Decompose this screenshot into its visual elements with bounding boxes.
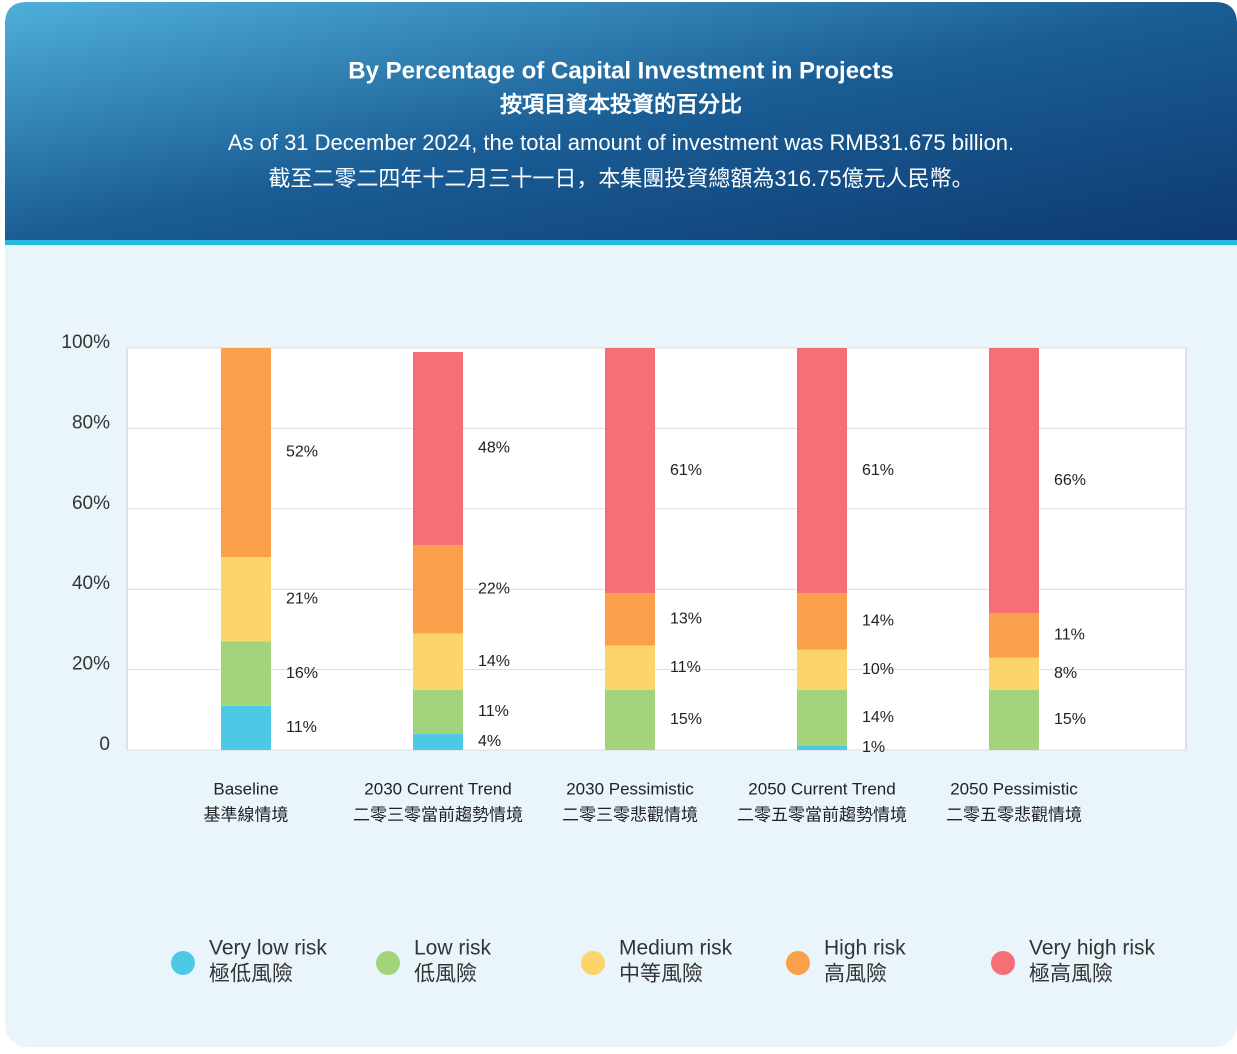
y-tick-label: 80% <box>72 412 110 433</box>
bar-segment <box>413 633 463 689</box>
value-label: 16% <box>286 665 318 682</box>
bar-segment <box>989 348 1039 613</box>
value-label: 22% <box>478 580 510 597</box>
value-label: 11% <box>670 659 701 676</box>
bar-segment <box>797 348 847 593</box>
legend-swatch <box>171 951 195 975</box>
title-zh: 按項目資本投資的百分比 <box>500 92 742 117</box>
value-label: 14% <box>478 653 510 670</box>
value-label: 14% <box>862 709 894 726</box>
legend-label-zh: 低風險 <box>414 963 477 986</box>
legend-swatch <box>991 951 1015 975</box>
legend-swatch <box>581 951 605 975</box>
y-tick-label: 0 <box>99 734 110 755</box>
bar-segment <box>221 706 271 750</box>
x-tick-label-zh: 二零三零悲觀情境 <box>562 805 698 824</box>
legend-swatch <box>376 951 400 975</box>
header-rule <box>5 240 1237 245</box>
bar-segment <box>989 690 1039 750</box>
bar-segment <box>797 746 847 750</box>
value-label: 13% <box>670 611 702 628</box>
legend-label-zh: 高風險 <box>824 963 887 986</box>
value-label: 10% <box>862 661 894 678</box>
bar-segment <box>605 690 655 750</box>
x-tick-label: 2050 Current Trend <box>748 779 895 798</box>
header-band <box>5 2 1237 240</box>
bar-segment <box>221 348 271 557</box>
legend-label: High risk <box>824 937 906 960</box>
chart: By Percentage of Capital Investment in P… <box>0 0 1237 1049</box>
value-label: 11% <box>478 703 509 720</box>
bar-segment <box>413 352 463 545</box>
subtitle-zh: 截至二零二四年十二月三十一日，本集團投資總額為316.75億元人民幣。 <box>268 166 973 191</box>
bar-segment <box>221 641 271 705</box>
x-tick-label: 2050 Pessimistic <box>950 779 1078 798</box>
x-tick-label: 2030 Current Trend <box>364 779 511 798</box>
legend-label-zh: 極低風險 <box>209 963 293 986</box>
value-label: 66% <box>1054 472 1086 489</box>
value-label: 15% <box>670 711 702 728</box>
value-label: 61% <box>670 462 702 479</box>
bar-segment <box>605 645 655 689</box>
bar-segment <box>989 658 1039 690</box>
value-label: 1% <box>862 739 885 756</box>
x-tick-label: 2030 Pessimistic <box>566 779 694 798</box>
bar-segment <box>413 690 463 734</box>
value-label: 14% <box>862 613 894 630</box>
bar-segment <box>797 690 847 746</box>
value-label: 8% <box>1054 665 1077 682</box>
legend-label-zh: 中等風險 <box>619 963 703 986</box>
legend-swatch <box>786 951 810 975</box>
legend-label: Very high risk <box>1029 937 1156 960</box>
value-label: 11% <box>286 719 317 736</box>
bar-segment <box>413 734 463 750</box>
bar-segment <box>605 593 655 645</box>
legend-label-zh: 極高風險 <box>1029 963 1113 986</box>
legend-label: Medium risk <box>619 937 733 960</box>
subtitle: As of 31 December 2024, the total amount… <box>228 130 1014 155</box>
y-tick-label: 60% <box>72 493 110 514</box>
bar-segment <box>797 593 847 649</box>
y-tick-label: 40% <box>72 573 110 594</box>
value-label: 15% <box>1054 711 1086 728</box>
bar-segment <box>605 348 655 593</box>
bar-segment <box>989 613 1039 657</box>
value-label: 21% <box>286 590 318 607</box>
legend-label: Low risk <box>414 937 492 960</box>
bar-segment <box>797 650 847 690</box>
value-label: 4% <box>478 733 501 750</box>
title: By Percentage of Capital Investment in P… <box>348 57 894 84</box>
value-label: 48% <box>478 440 510 457</box>
y-tick-label: 100% <box>61 332 110 353</box>
y-tick-label: 20% <box>72 654 110 675</box>
x-tick-label-zh: 二零五零當前趨勢情境 <box>737 805 907 824</box>
x-tick-label-zh: 二零三零當前趨勢情境 <box>353 805 523 824</box>
value-label: 11% <box>1054 627 1085 644</box>
value-label: 61% <box>862 462 894 479</box>
x-tick-label-zh: 基準線情境 <box>204 805 289 824</box>
bar-segment <box>221 557 271 641</box>
x-tick-label: Baseline <box>213 779 278 798</box>
bar-segment <box>413 545 463 633</box>
value-label: 52% <box>286 444 318 461</box>
legend-label: Very low risk <box>209 937 327 960</box>
x-tick-label-zh: 二零五零悲觀情境 <box>946 805 1082 824</box>
